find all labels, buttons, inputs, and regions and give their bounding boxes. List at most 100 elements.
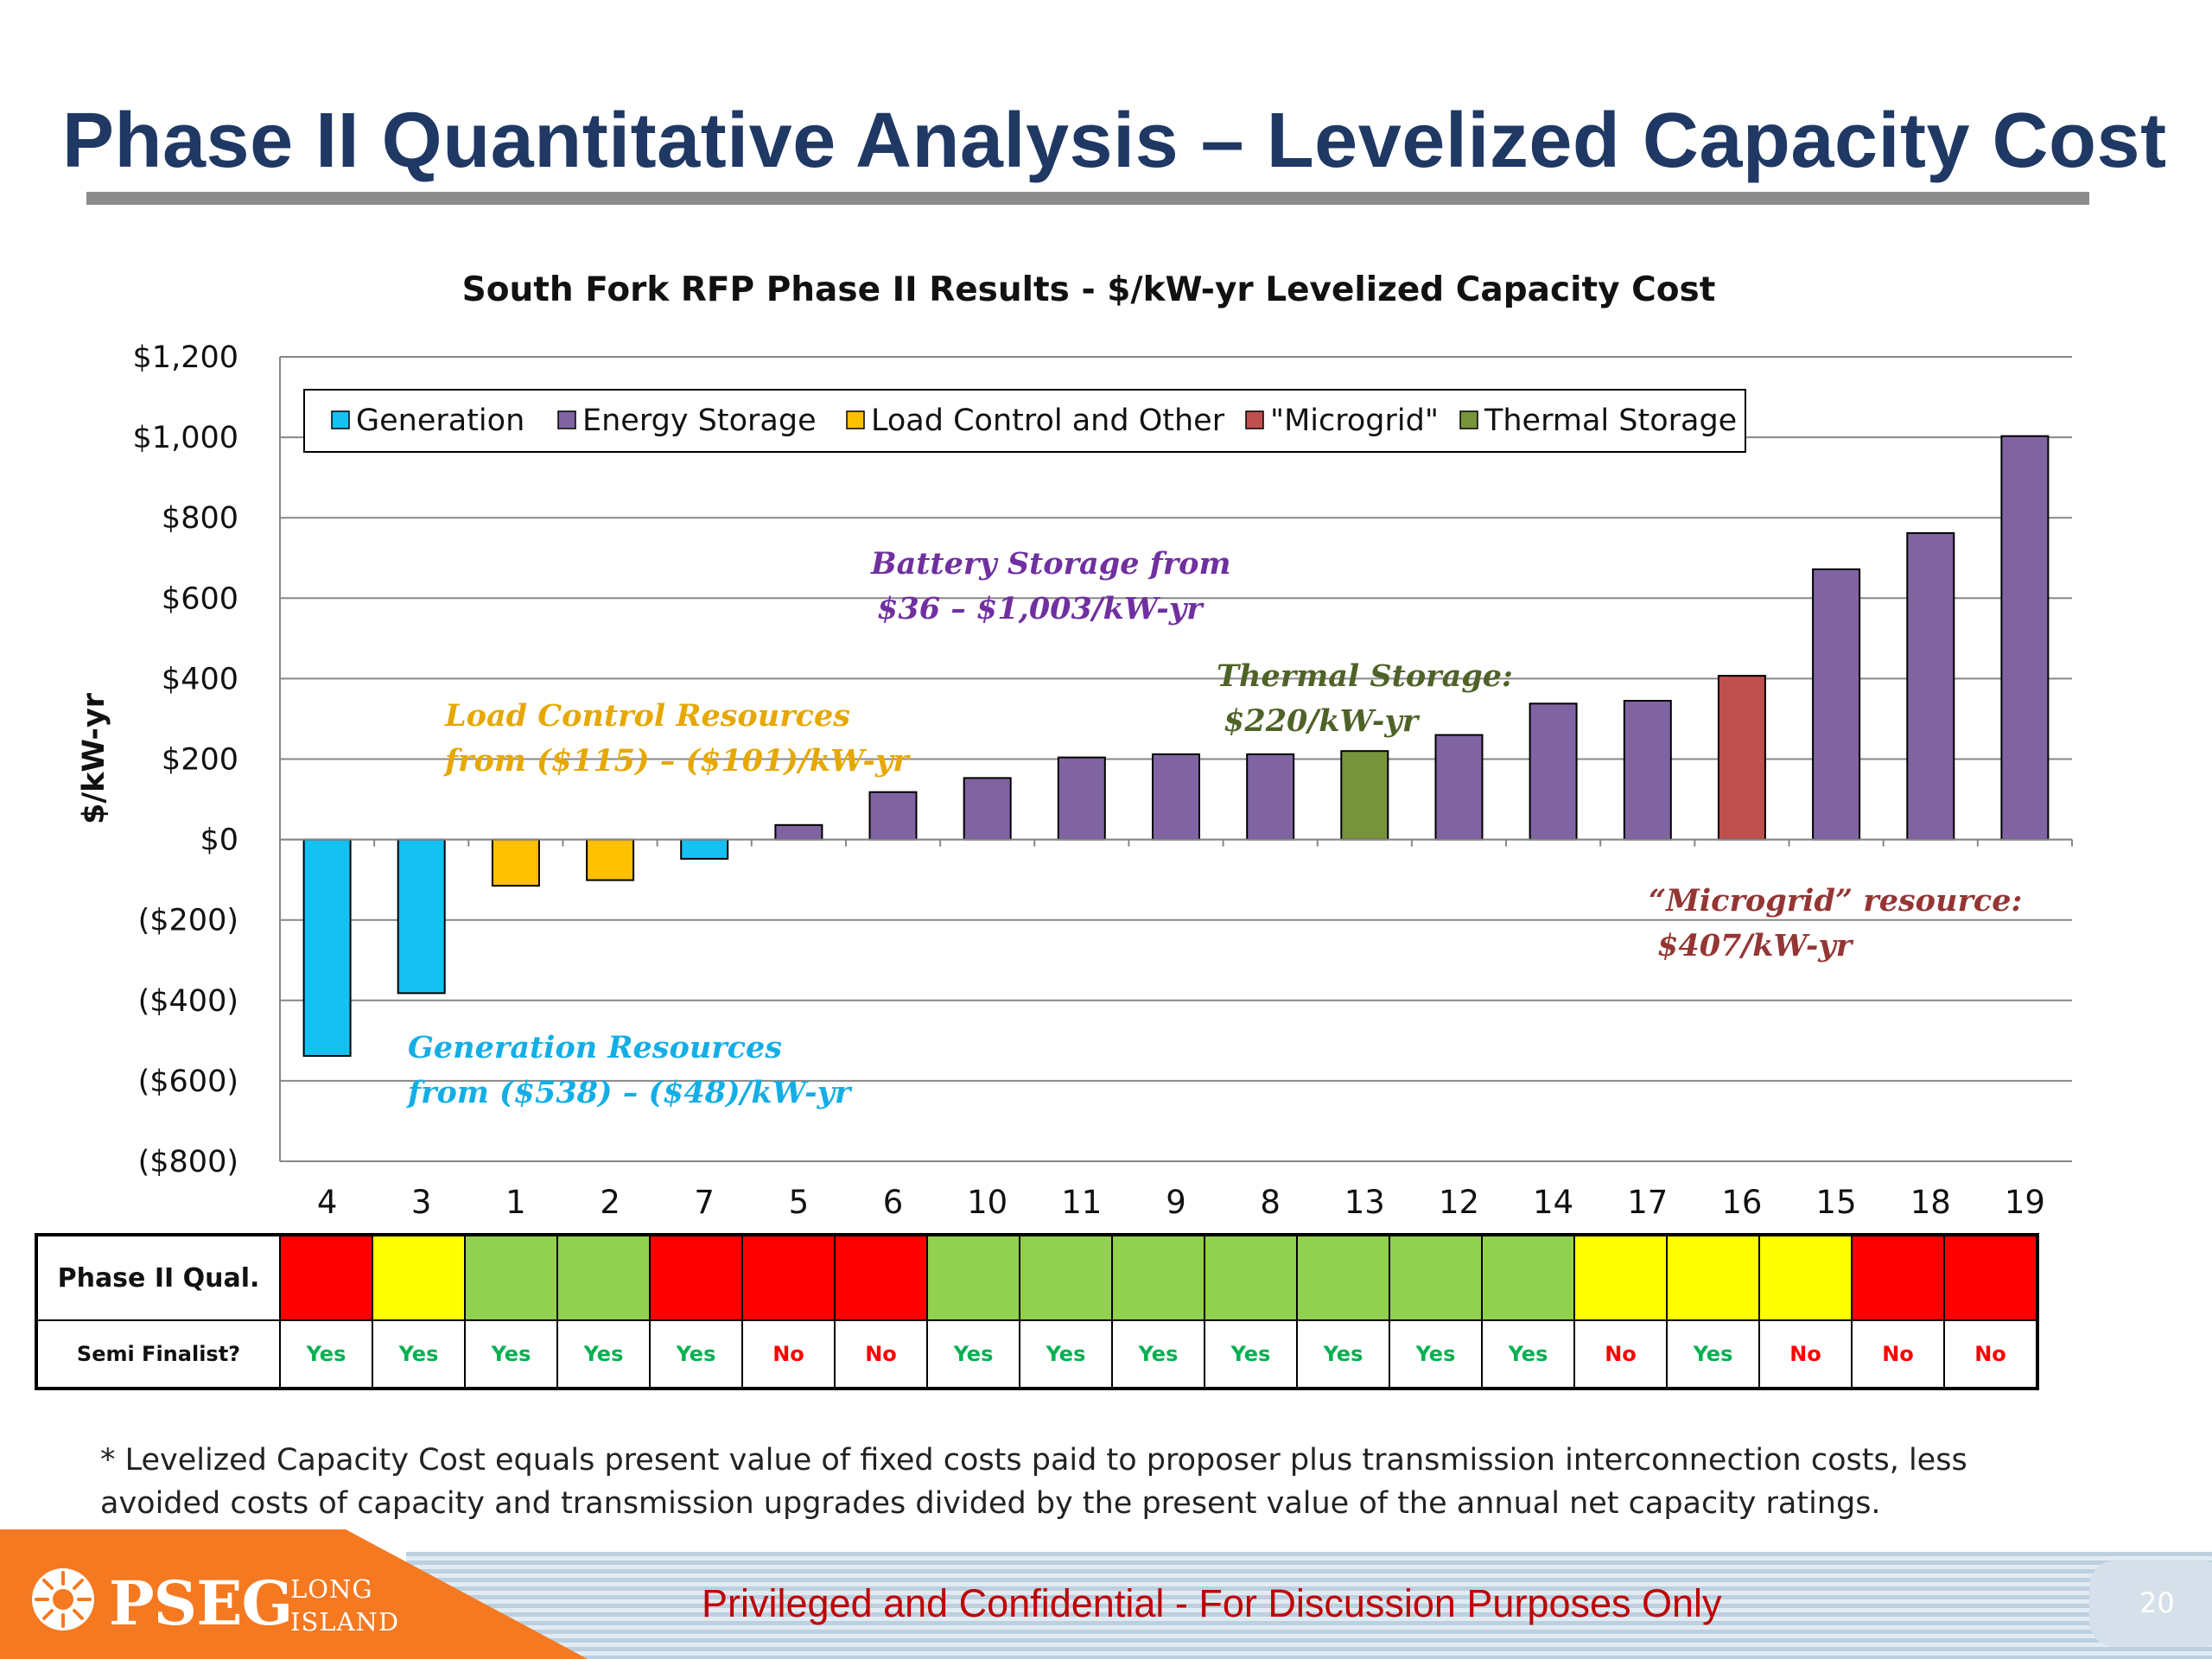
semi-finalist-cell: Yes: [1111, 1319, 1205, 1389]
phase-ii-qual-cell: [741, 1234, 836, 1321]
semi-finalist-cell: Yes: [1481, 1319, 1575, 1389]
annotation-thermal: Thermal Storage: $220/kW-yr: [1217, 658, 1513, 739]
phase-ii-qual-cell: [1758, 1234, 1853, 1321]
legend-label: Generation: [356, 404, 524, 438]
bar-2: [586, 838, 635, 881]
semi-finalist-cell: Yes: [372, 1319, 466, 1389]
semi-finalist-cell: No: [1758, 1319, 1853, 1389]
phase-ii-qual-cell: [372, 1234, 466, 1321]
semi-finalist-cell: Yes: [279, 1319, 373, 1389]
logo-wordmark: PSEG: [109, 1567, 293, 1639]
semi-finalist-cell: Yes: [556, 1319, 651, 1389]
x-tick-label: 12: [1439, 1184, 1479, 1221]
y-tick-label: $1,200: [133, 340, 238, 375]
legend-label: Thermal Storage: [1484, 404, 1737, 438]
phase-ii-qual-cell: [834, 1234, 928, 1321]
x-tick-label: 18: [1910, 1184, 1951, 1221]
footnote: * Levelized Capacity Cost equals present…: [100, 1443, 1967, 1521]
phase-ii-qual-cell: [556, 1234, 651, 1321]
annotation-load-control-line2: from ($115) – ($101)/kW-yr: [442, 743, 911, 779]
legend-swatch: [1245, 410, 1264, 429]
bar-13: [1340, 750, 1389, 841]
semi-finalist-cell: Yes: [1204, 1319, 1298, 1389]
semi-finalist-cell: Yes: [1666, 1319, 1760, 1389]
phase-ii-qual-cell: [1019, 1234, 1113, 1321]
x-tick-label: 10: [967, 1184, 1007, 1221]
y-tick-label: ($800): [138, 1145, 238, 1179]
x-tick-label: 2: [600, 1184, 620, 1221]
y-tick-label: ($200): [138, 904, 238, 938]
semi-finalist-label: Semi Finalist?: [35, 1319, 281, 1389]
x-tick-label: 4: [317, 1184, 338, 1221]
x-tick-label: 17: [1627, 1184, 1668, 1221]
legend-label: Load Control and Other: [871, 404, 1225, 438]
chart-title: South Fork RFP Phase II Results - $/kW-y…: [462, 270, 1716, 309]
x-tick-label: 6: [883, 1184, 904, 1221]
semi-finalist-cell: Yes: [464, 1319, 558, 1389]
bar-10: [963, 777, 1012, 841]
semi-finalist-cell: No: [834, 1319, 928, 1389]
x-tick-label: 13: [1344, 1184, 1385, 1221]
legend-swatch: [331, 410, 350, 429]
legend-box: [303, 389, 1746, 453]
semi-finalist-cell: No: [741, 1319, 836, 1389]
bar-7: [680, 838, 729, 860]
qualification-table: Phase II Qual. Semi Finalist? Yes Yes Yes Y…: [35, 1233, 2039, 1390]
y-tick-label: $0: [200, 823, 238, 858]
annotation-generation-line2: from ($538) – ($48)/kW-yr: [405, 1075, 853, 1110]
phase-ii-qual-label: Phase II Qual.: [35, 1234, 281, 1321]
annotation-load-control-line1: Load Control Resources: [444, 698, 850, 734]
annotation-thermal-line1: Thermal Storage:: [1217, 658, 1513, 694]
annotation-microgrid-line1: “Microgrid” resource:: [1649, 883, 2022, 918]
phase-ii-qual-cell: [1666, 1234, 1760, 1321]
x-tick-label: 8: [1260, 1184, 1281, 1221]
phase-ii-qual-cell: [1943, 1234, 2038, 1321]
semi-finalist-cell: Yes: [1296, 1319, 1390, 1389]
x-axis-ticks: 4 3 1 2 7 5 6 10 11 9 8 13 12 14 17 16 15 18 19: [317, 1184, 2045, 1221]
bar-6: [868, 791, 918, 841]
bar-14: [1529, 702, 1578, 841]
x-tick-label: 1: [505, 1184, 526, 1221]
x-tick-label: 9: [1166, 1184, 1186, 1221]
annotation-battery-line1: Battery Storage from: [870, 546, 1231, 582]
bar-5: [774, 823, 823, 841]
y-tick-label: $800: [162, 501, 238, 536]
phase-ii-qual-cell: [279, 1234, 373, 1321]
annotation-load-control: Load Control Resources from ($115) – ($1…: [442, 698, 911, 779]
phase-ii-qual-cell: [464, 1234, 558, 1321]
semi-finalist-row: Semi Finalist? Yes Yes Yes Yes Yes No No Yes Yes…: [35, 1319, 2038, 1389]
bar-chart: South Fork RFP Phase II Results - $/kW-y…: [77, 270, 2073, 1221]
x-tick-label: 16: [1721, 1184, 1762, 1221]
semi-finalist-cell: Yes: [649, 1319, 743, 1389]
bar-11: [1057, 756, 1106, 841]
bar-9: [1152, 753, 1200, 841]
title-divider: [86, 192, 2089, 205]
x-tick-label: 3: [411, 1184, 432, 1221]
phase-ii-qual-cell: [649, 1234, 743, 1321]
phase-ii-qual-cell: [1389, 1234, 1483, 1321]
page-number: 20: [2139, 1586, 2175, 1619]
phase-ii-qual-cell: [1481, 1234, 1575, 1321]
annotation-thermal-line2: $220/kW-yr: [1224, 703, 1421, 739]
bar-17: [1623, 700, 1672, 841]
legend-swatch: [1459, 410, 1478, 429]
y-axis-ticks: $1,200 $1,000 $800 $600 $400 $200 $0 ($200) ($40…: [133, 340, 238, 1179]
bar-16: [1717, 675, 1766, 841]
x-tick-label: 11: [1061, 1184, 1102, 1221]
phase-ii-qual-row: Phase II Qual.: [35, 1234, 2038, 1321]
y-tick-label: $600: [162, 582, 238, 616]
sun-icon: [32, 1568, 94, 1630]
legend-swatch: [846, 410, 865, 429]
page-number-badge: [2089, 1560, 2212, 1647]
bar-3: [397, 838, 446, 995]
bar-18: [1906, 531, 1955, 841]
legend: Generation Energy Storage Load Control and…: [303, 389, 1746, 453]
semi-finalist-cell: Yes: [1389, 1319, 1483, 1389]
y-tick-label: $200: [162, 743, 238, 778]
semi-finalist-cell: No: [1851, 1319, 1945, 1389]
bar-4: [302, 838, 352, 1057]
annotation-generation: Generation Resources from ($538) – ($48)…: [405, 1030, 853, 1110]
semi-finalist-cell: Yes: [926, 1319, 1020, 1389]
x-tick-label: 14: [1533, 1184, 1573, 1221]
slide-title: Phase II Quantitative Analysis – Leveliz…: [62, 98, 2167, 184]
